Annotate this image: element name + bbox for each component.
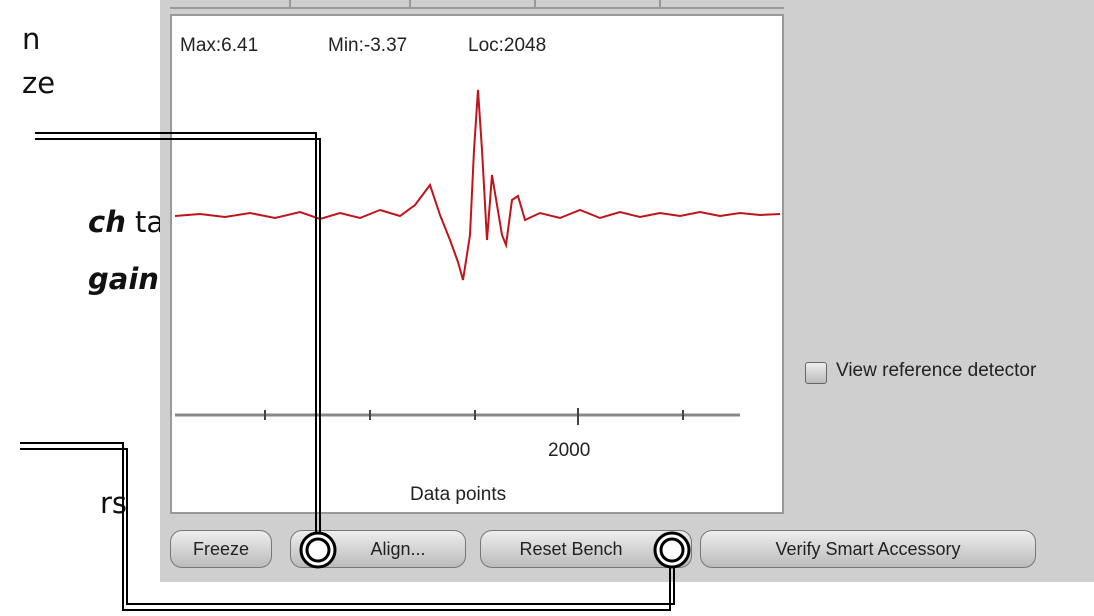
x-tick-label: 2000 xyxy=(548,440,591,461)
note-text: ze xyxy=(22,66,56,100)
x-axis-label: Data points xyxy=(410,484,507,505)
verify-button[interactable]: Verify Smart Accessory xyxy=(700,530,1036,568)
note-text: gain xyxy=(88,262,159,296)
note-emphasis: ch xyxy=(88,205,126,239)
checkbox-label[interactable]: View reference detector xyxy=(836,360,1037,381)
tab-strip xyxy=(170,0,784,9)
signal-trace xyxy=(174,89,781,281)
note-text: n xyxy=(22,22,41,56)
freeze-button[interactable]: Freeze xyxy=(170,530,272,568)
x-ticks xyxy=(264,408,684,425)
stat-max: Max:6.41 xyxy=(180,35,259,56)
callout-lines xyxy=(20,132,675,611)
checkbox[interactable] xyxy=(805,362,827,384)
stat-min: Min:-3.37 xyxy=(328,35,408,56)
stat-loc: Loc:2048 xyxy=(468,35,547,56)
callout-circles xyxy=(299,531,691,569)
